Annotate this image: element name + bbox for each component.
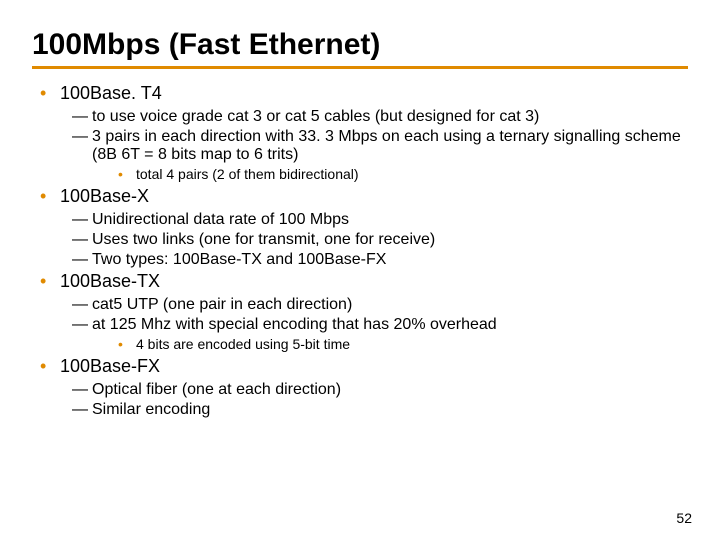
bullet-level-1: 100Base-X <box>38 186 688 207</box>
bullet-level-2: to use voice grade cat 3 or cat 5 cables… <box>72 108 688 126</box>
bullet-level-2: 3 pairs in each direction with 33. 3 Mbp… <box>72 128 688 164</box>
slide-title: 100Mbps (Fast Ethernet) <box>32 28 688 69</box>
page-number: 52 <box>676 510 692 526</box>
bullet-level-1: 100Base-FX <box>38 356 688 377</box>
slide: 100Mbps (Fast Ethernet) 100Base. T4 to us… <box>0 0 720 540</box>
bullet-level-2: Optical fiber (one at each direction) <box>72 381 688 399</box>
bullet-level-2: Similar encoding <box>72 401 688 419</box>
bullet-level-2: at 125 Mhz with special encoding that ha… <box>72 316 688 334</box>
bullet-level-2: cat5 UTP (one pair in each direction) <box>72 296 688 314</box>
bullet-level-2: Two types: 100Base-TX and 100Base-FX <box>72 251 688 269</box>
bullet-level-3: 4 bits are encoded using 5-bit time <box>118 336 688 352</box>
bullet-level-3: total 4 pairs (2 of them bidirectional) <box>118 166 688 182</box>
bullet-level-2: Unidirectional data rate of 100 Mbps <box>72 211 688 229</box>
slide-content: 100Base. T4 to use voice grade cat 3 or c… <box>32 83 688 419</box>
bullet-level-1: 100Base-TX <box>38 271 688 292</box>
bullet-level-2: Uses two links (one for transmit, one fo… <box>72 231 688 249</box>
bullet-level-1: 100Base. T4 <box>38 83 688 104</box>
